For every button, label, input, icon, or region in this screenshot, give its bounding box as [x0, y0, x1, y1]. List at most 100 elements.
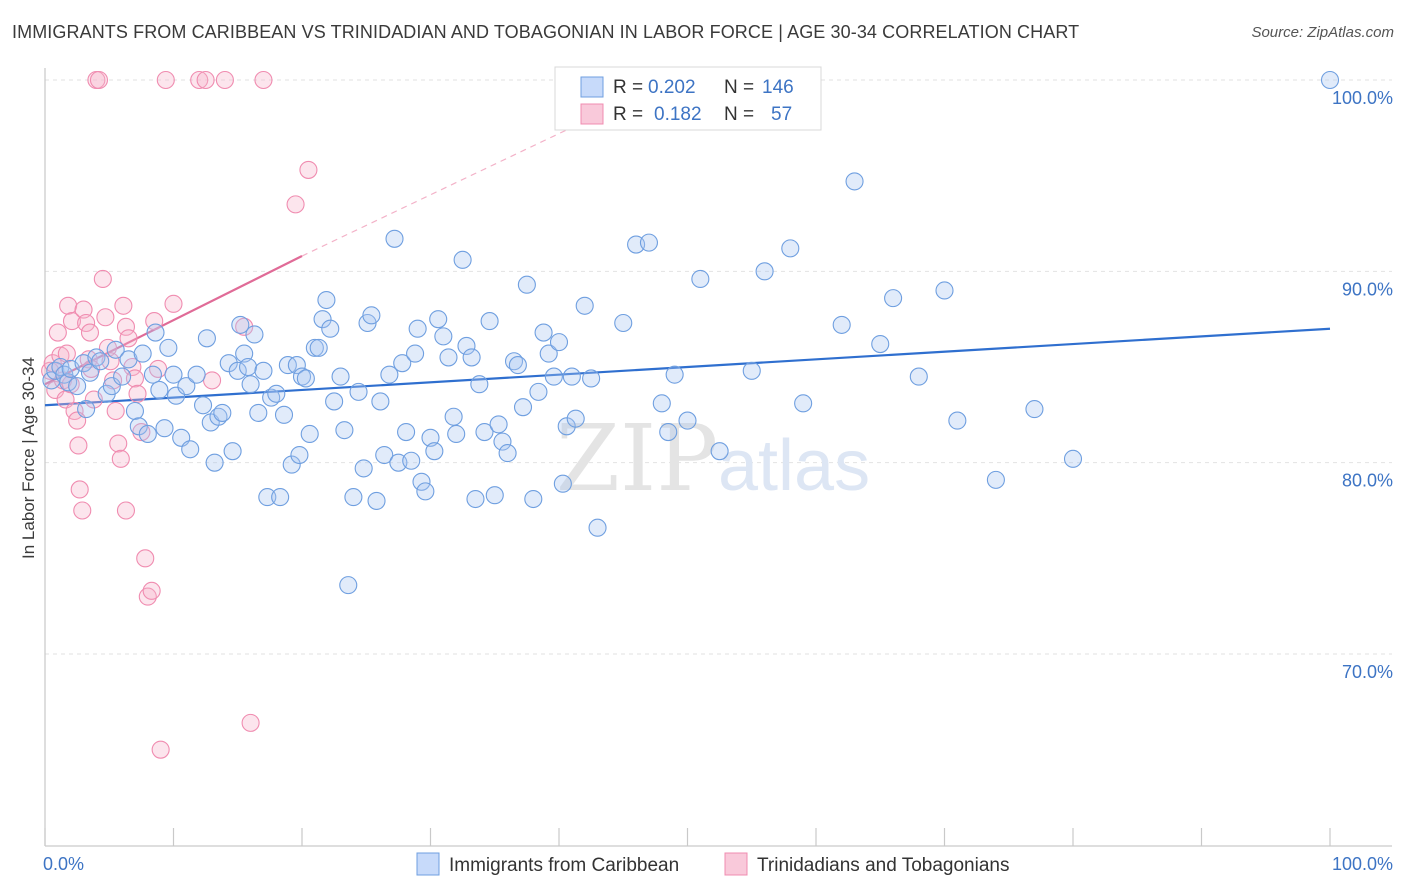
point-caribbean [205, 453, 224, 472]
point-trinidadians [61, 375, 80, 394]
point-caribbean [305, 338, 324, 357]
legend-r-label-1: R = [613, 77, 643, 98]
point-caribbean [909, 367, 928, 386]
point-caribbean [290, 445, 309, 465]
point-caribbean [425, 442, 444, 461]
point-caribbean [150, 380, 169, 400]
point-trinidadians [196, 70, 215, 90]
point-trinidadians [74, 300, 93, 319]
watermark-atlas: atlas [718, 426, 870, 506]
point-trinidadians [114, 296, 133, 315]
point-caribbean [466, 489, 485, 509]
point-caribbean [935, 281, 954, 300]
stats-legend: R = 0.202 N = 146 R = 0.182 N = 57 [554, 66, 822, 131]
point-caribbean [325, 392, 344, 411]
point-caribbean [845, 172, 864, 191]
point-caribbean [164, 365, 183, 384]
point-caribbean [539, 344, 558, 363]
point-caribbean [781, 239, 800, 258]
point-trinidadians [128, 384, 147, 403]
point-caribbean [524, 489, 543, 509]
point-caribbean [447, 424, 466, 444]
x-tick-label-max: 100.0% [1332, 854, 1393, 874]
point-caribbean [453, 250, 472, 269]
point-caribbean [462, 348, 481, 367]
point-trinidadians [145, 312, 164, 331]
point-trinidadians [109, 434, 128, 453]
point-caribbean [498, 444, 517, 463]
point-caribbean [296, 369, 315, 388]
series-caribbean-points [42, 70, 1340, 595]
point-trinidadians [77, 313, 96, 333]
point-caribbean [187, 365, 206, 384]
point-caribbean [871, 334, 890, 354]
point-trinidadians [203, 371, 222, 390]
point-trinidadians [215, 70, 234, 90]
point-caribbean [106, 340, 125, 359]
point-trinidadians [151, 740, 170, 759]
point-caribbean [416, 482, 435, 501]
point-trinidadians [116, 317, 136, 336]
point-caribbean [155, 419, 174, 438]
legend-r-value-1: 0.202 [648, 77, 696, 98]
point-caribbean [228, 361, 247, 380]
point-caribbean [470, 375, 489, 394]
legend-r-value-2: 0.182 [654, 104, 702, 125]
point-caribbean [177, 377, 196, 396]
point-caribbean [588, 518, 607, 537]
legend-n-label-2: N = [724, 104, 754, 125]
point-trinidadians [164, 294, 183, 313]
point-caribbean [245, 325, 264, 344]
legend-r-label-2: R = [613, 104, 643, 125]
point-caribbean [566, 409, 585, 428]
point-caribbean [282, 455, 301, 474]
trend-line-trinidadians [44, 255, 303, 386]
point-caribbean [755, 262, 774, 281]
bottom-legend-label-blue: Immigrants from Caribbean [449, 855, 679, 876]
point-caribbean [91, 352, 110, 371]
point-trinidadians [286, 195, 305, 214]
point-caribbean [380, 365, 399, 384]
point-caribbean [884, 289, 903, 308]
bottom-legend-swatch-blue [416, 852, 440, 876]
point-caribbean [300, 424, 319, 444]
point-trinidadians [142, 581, 161, 600]
point-caribbean [549, 333, 569, 352]
point-caribbean [948, 411, 967, 430]
point-caribbean [434, 327, 453, 346]
point-trinidadians [241, 713, 260, 732]
point-trinidadians [299, 160, 318, 179]
point-caribbean [309, 338, 328, 357]
point-caribbean [986, 470, 1005, 489]
point-caribbean [517, 275, 536, 294]
point-caribbean [534, 323, 553, 342]
point-caribbean [77, 400, 96, 419]
point-caribbean [181, 440, 200, 459]
point-caribbean [439, 348, 458, 367]
point-caribbean [317, 290, 336, 310]
y-tick-labels: 70.0% 80.0% 90.0% 100.0% [1332, 88, 1393, 682]
trend-line-caribbean [44, 327, 1331, 407]
point-caribbean [485, 486, 504, 505]
point-caribbean [349, 382, 368, 401]
point-caribbean [1063, 449, 1083, 468]
point-trinidadians [69, 436, 88, 455]
point-caribbean [125, 401, 144, 421]
point-caribbean [794, 394, 813, 413]
point-caribbean [143, 365, 162, 384]
point-caribbean [678, 411, 697, 430]
point-caribbean [710, 442, 729, 461]
point-caribbean [138, 424, 157, 444]
point-caribbean [421, 428, 440, 447]
point-caribbean [513, 398, 533, 417]
x-ticks [44, 828, 1331, 846]
point-caribbean [197, 329, 216, 348]
point-caribbean [562, 367, 581, 386]
legend-n-label-1: N = [724, 77, 754, 98]
legend-n-value-1: 146 [762, 77, 794, 98]
point-caribbean [80, 363, 100, 382]
point-caribbean [68, 377, 87, 396]
point-caribbean [287, 356, 306, 375]
point-caribbean [544, 367, 563, 386]
